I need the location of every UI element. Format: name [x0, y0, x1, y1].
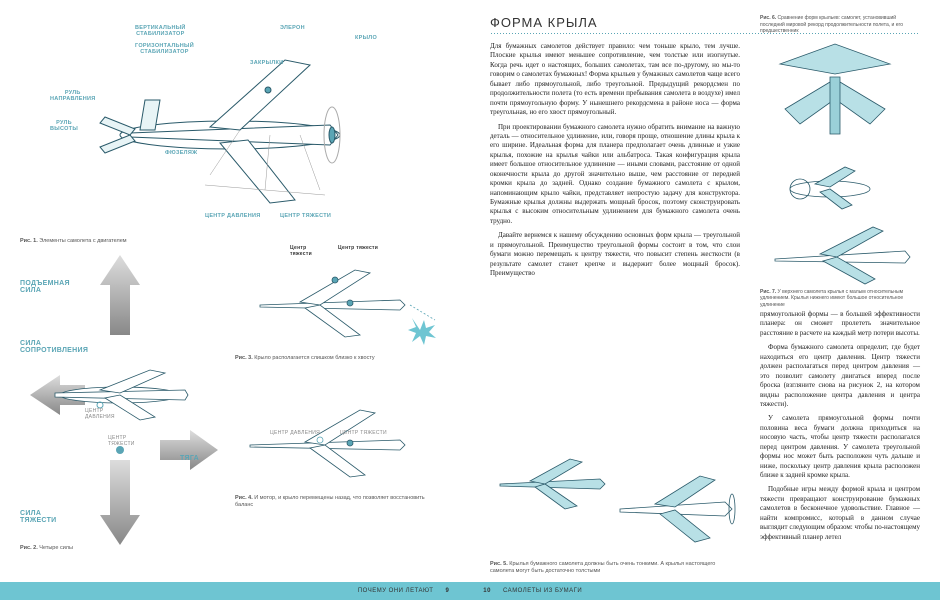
- label-rudder-direction: РУЛЬНАПРАВЛЕНИЯ: [50, 90, 96, 102]
- label-gravity-center: ЦЕНТР ТЯЖЕСТИ: [280, 213, 331, 219]
- fig3-caption: Рис. 3. Крыло располагается слишком близ…: [235, 355, 425, 362]
- label-vert-stabilizer: ВЕРТИКАЛЬНЫЙСТАБИЛИЗАТОР: [135, 25, 186, 37]
- figure-1: ВЕРТИКАЛЬНЫЙСТАБИЛИЗАТОР ГОРИЗОНТАЛЬНЫЙС…: [20, 15, 450, 240]
- label-wing: КРЫЛО: [355, 35, 377, 41]
- footer-right-num: 10: [483, 588, 491, 594]
- para-r4: Подобные игры между формой крыла и центр…: [760, 485, 920, 542]
- small-center-g3: Центр тяжести: [338, 245, 378, 251]
- para-1: Для бумажных самолетов действует правило…: [490, 42, 740, 118]
- page-right: ФОРМА КРЫЛА Для бумажных самолетов дейст…: [470, 0, 940, 600]
- fig6-caption: Рис. 6. Сравнение форм крыльев: самолет,…: [760, 15, 920, 35]
- fig6-icon: [760, 39, 920, 159]
- small-center-g: ЦЕНТРТЯЖЕСТИ: [108, 435, 135, 447]
- label-horz-stabilizer: ГОРИЗОНТАЛЬНЫЙСТАБИЛИЗАТОР: [135, 43, 194, 55]
- para-r1: прямоугольной формы — в большей эффектив…: [760, 310, 920, 338]
- small-center-g2: Центртяжести: [290, 245, 312, 257]
- small-center-p2: ЦЕНТР ДАВЛЕНИЯ: [270, 430, 320, 436]
- page-left: ВЕРТИКАЛЬНЫЙСТАБИЛИЗАТОР ГОРИЗОНТАЛЬНЫЙС…: [0, 0, 470, 600]
- footer-left-text: ПОЧЕМУ ОНИ ЛЕТАЮТ: [358, 588, 434, 594]
- para-2: При проектировании бумажного самолета ну…: [490, 123, 740, 227]
- fig1-caption: Рис. 1. Рис. 1. Элементы самолета с двиг…: [20, 238, 127, 245]
- main-body-text: Для бумажных самолетов действует правило…: [490, 42, 740, 284]
- footer-right-text: САМОЛЕТЫ ИЗ БУМАГИ: [503, 588, 582, 594]
- fig4-caption: Рис. 4. И мотор, и крыло перемещены наза…: [235, 495, 425, 509]
- small-center-g4: ЦЕНТР ТЯЖЕСТИ: [340, 430, 387, 436]
- fig5-caption: Рис. 5. Крылья бумажного самолета должны…: [490, 561, 740, 575]
- label-fuselage: ФЮЗЕЛЯЖ: [165, 150, 197, 156]
- fig7-caption: Рис. 7. У верхнего самолета крылья с мал…: [760, 289, 920, 309]
- figure-5: Рис. 5. Крылья бумажного самолета должны…: [490, 449, 740, 575]
- footer-left-num: 9: [445, 588, 449, 594]
- force-thrust: ТЯГА: [180, 455, 199, 462]
- para-r2: Форма бумажного самолета определит, где …: [760, 343, 920, 409]
- force-gravity: СИЛАТЯЖЕСТИ: [20, 510, 57, 524]
- fig5-planes-icon: [490, 449, 740, 559]
- para-r3: У самолета прямоугольной формы почти пол…: [760, 414, 920, 480]
- sidebar-figures: Рис. 6. Сравнение форм крыльев: самолет,…: [760, 15, 920, 312]
- para-3: Давайте вернемся к нашему обсуждению осн…: [490, 231, 740, 278]
- figure-2-forces: ПОДЪЕМНАЯСИЛА СИЛАСОПРОТИВЛЕНИЯ ТЯГА СИЛ…: [20, 245, 450, 575]
- fig7-icon: [760, 159, 920, 289]
- label-flaps: ЗАКРЫЛКИ: [250, 60, 283, 66]
- airplane-diagram-icon: [70, 35, 390, 225]
- right-column-text: прямоугольной формы — в большей эффектив…: [760, 310, 920, 547]
- label-pressure-center: ЦЕНТР ДАВЛЕНИЯ: [205, 213, 261, 219]
- label-aileron: ЭЛЕРОН: [280, 25, 305, 31]
- force-lift: ПОДЪЕМНАЯСИЛА: [20, 280, 70, 294]
- force-drag: СИЛАСОПРОТИВЛЕНИЯ: [20, 340, 88, 354]
- fig2-caption: Рис. 2. Четыре силы: [20, 545, 73, 552]
- footer-bar: ПОЧЕМУ ОНИ ЛЕТАЮТ 9 10 САМОЛЕТЫ ИЗ БУМАГ…: [0, 582, 940, 600]
- label-rudder-altitude: РУЛЬВЫСОТЫ: [50, 120, 78, 132]
- small-center-p: ЦЕНТРДАВЛЕНИЯ: [85, 408, 115, 420]
